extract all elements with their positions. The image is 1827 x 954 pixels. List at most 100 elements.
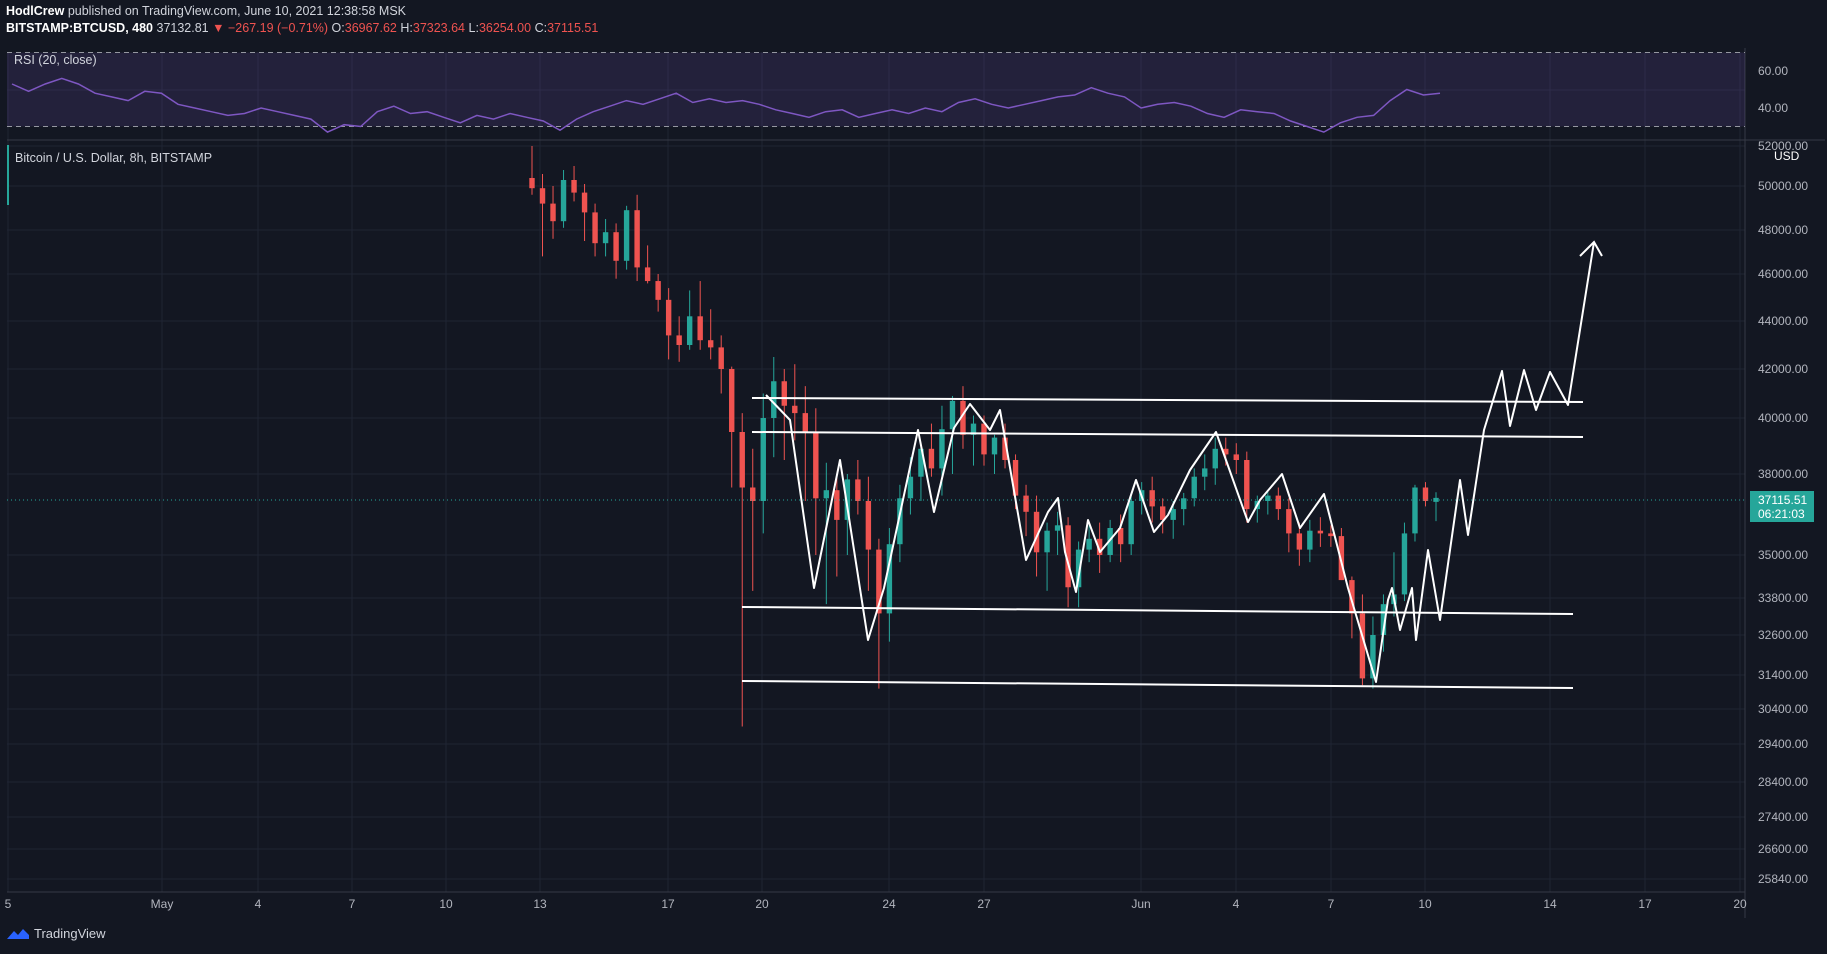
candle-body [1096, 538, 1103, 555]
time-tick-label: 13 [533, 897, 547, 911]
candle-body [960, 400, 966, 435]
candle-body [634, 210, 640, 268]
candle-body [1023, 495, 1029, 512]
time-tick-label: 27 [977, 897, 991, 911]
rsi-band [7, 52, 1745, 127]
candle-body [539, 188, 546, 204]
candle-body [1054, 525, 1061, 531]
candle-body [876, 549, 882, 614]
time-axis[interactable]: 5 May 4 7 10 13 17 20 24 27 Jun 4 7 10 14 17 20 [5, 897, 1747, 911]
time-tick-label: 10 [439, 897, 453, 911]
price-tick-label: 52000.00 [1758, 139, 1808, 153]
candle-body [676, 335, 682, 345]
projection-zigzag [765, 241, 1595, 683]
candle-body [1275, 495, 1282, 510]
candle-body [560, 180, 567, 222]
candle-body [592, 212, 598, 244]
last-price-marker: 37115.51 06:21:03 [1750, 491, 1814, 522]
candle-body [918, 448, 924, 477]
candle-body [571, 180, 577, 193]
price-tick-label: 40000.00 [1758, 411, 1808, 425]
rsi-panel[interactable]: 60.00 40.00 [7, 52, 1788, 133]
price-tick-label: 38000.00 [1758, 467, 1808, 481]
candle-body [991, 437, 998, 455]
countdown-label: 06:21:03 [1758, 507, 1805, 521]
candle-body [834, 490, 840, 520]
price-tick-label: 48000.00 [1758, 223, 1808, 237]
trend-line [741, 606, 1574, 615]
close-label: C: [534, 21, 548, 35]
rsi-legend[interactable]: RSI (20, close) [14, 53, 97, 67]
price-tick-label: 31400.00 [1758, 668, 1808, 682]
author-name[interactable]: HodlCrew [6, 4, 65, 18]
candle-body [1191, 476, 1197, 499]
drawings-layer[interactable] [741, 240, 1603, 689]
price-axis[interactable]: 52000.00 50000.00 48000.00 46000.00 44000.00… [1758, 139, 1808, 886]
candle-body [760, 418, 766, 501]
candle-body [707, 340, 714, 348]
candle-body [813, 432, 819, 499]
candle-body [1244, 460, 1250, 510]
candle-body [781, 381, 787, 406]
publish-info: HodlCrew published on TradingView.com, J… [6, 4, 406, 18]
last-price-box [1750, 491, 1814, 522]
price-tick-label: 35000.00 [1758, 548, 1808, 562]
price-legend[interactable]: Bitcoin / U.S. Dollar, 8h, BITSTAMP [15, 151, 212, 165]
time-tick-label: Jun [1131, 897, 1150, 911]
rsi-tick-label: 60.00 [1758, 64, 1788, 78]
candle-body [897, 498, 903, 545]
time-tick-label: 4 [1233, 897, 1240, 911]
footer: TradingView [6, 926, 106, 941]
symbol-name[interactable]: BITSTAMP:BTCUSD, 480 [6, 21, 154, 35]
candle-body [1033, 511, 1040, 553]
candle-body [602, 232, 609, 244]
time-tick-label: 24 [882, 897, 896, 911]
low-value: 36254.00 [478, 21, 532, 35]
rsi-line [11, 77, 1441, 133]
close-value: 37115.51 [547, 21, 599, 35]
time-tick-label: 20 [1733, 897, 1747, 911]
candles-layer[interactable] [7, 146, 1745, 727]
tradingview-logo-icon [7, 928, 29, 939]
open-label: O: [331, 21, 345, 35]
symbol-bar: BITSTAMP:BTCUSD, 480 37132.81 ▼ −267.19 … [6, 21, 598, 35]
candle-body [949, 400, 956, 430]
price-tick-label: 32600.00 [1758, 628, 1808, 642]
high-value: 37323.64 [412, 21, 466, 35]
candle-body [1086, 538, 1092, 550]
candle-body [644, 267, 651, 282]
down-arrow-icon: ▼ [212, 21, 225, 35]
candle-body [1328, 533, 1334, 537]
candle-body [1349, 580, 1355, 614]
price-tick-label: 29400.00 [1758, 737, 1808, 751]
price-tick-label: 26600.00 [1758, 842, 1808, 856]
brand-name[interactable]: TradingView [34, 926, 106, 941]
price-tick-label: 50000.00 [1758, 179, 1808, 193]
time-tick-label: 4 [255, 897, 262, 911]
price-tick-label: 28400.00 [1758, 775, 1808, 789]
candle-body [1181, 498, 1187, 510]
trend-line [741, 680, 1574, 689]
candle-body [886, 544, 893, 614]
price-tick-label: 33800.00 [1758, 591, 1808, 605]
time-tick-label: 17 [1638, 897, 1652, 911]
candle-body [939, 429, 945, 469]
time-tick-label: 20 [755, 897, 769, 911]
currency-label: USD [1774, 149, 1800, 163]
last-price: 37132.81 [156, 21, 209, 35]
price-tick-label: 42000.00 [1758, 362, 1808, 376]
candle-body [1117, 528, 1124, 545]
candle-body [550, 203, 556, 222]
candle-body [1012, 460, 1019, 496]
candle-body [1370, 635, 1376, 679]
candle-body [1159, 506, 1166, 520]
pane-handle [7, 145, 9, 205]
panel-borders [7, 48, 1825, 918]
candle-body [1002, 437, 1008, 460]
candle-body [1128, 501, 1134, 545]
time-tick-label: 10 [1418, 897, 1432, 911]
price-tick-label: 44000.00 [1758, 314, 1808, 328]
price-tick-label: 30400.00 [1758, 702, 1808, 716]
candle-body [1286, 509, 1292, 534]
